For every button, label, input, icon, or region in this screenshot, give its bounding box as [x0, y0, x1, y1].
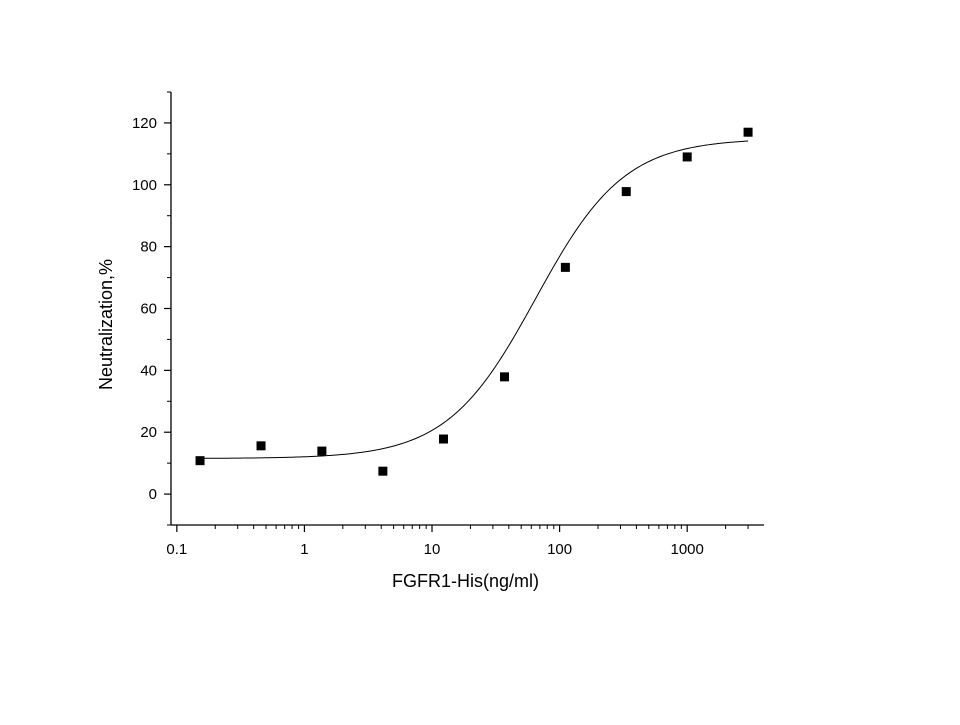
x-tick-label: 0.1: [166, 541, 187, 558]
y-tick-label: 20: [140, 424, 157, 441]
y-axis-title: Neutralization,%: [96, 259, 116, 390]
data-point: [560, 262, 570, 272]
x-tick-label: 1000: [670, 541, 703, 558]
y-tick-label: 40: [140, 362, 157, 379]
ticks: [164, 91, 749, 532]
y-tick-label: 100: [132, 177, 157, 194]
x-axis-title: FGFR1-His(ng/ml): [392, 571, 539, 591]
y-tick-label: 60: [140, 301, 157, 318]
data-point: [621, 187, 631, 197]
x-tick-label: 10: [424, 541, 441, 558]
axes: [170, 92, 764, 526]
x-tick-label: 100: [547, 541, 572, 558]
tick-labels: 0 20 40 60 80 100 120 0.1 1 10 100 1000: [132, 115, 704, 558]
data-point: [438, 434, 448, 444]
x-tick-label: 1: [300, 541, 308, 558]
data-points: [195, 127, 753, 476]
data-point: [682, 152, 692, 162]
data-point: [743, 127, 753, 137]
data-point: [317, 446, 327, 456]
fit-curve: [199, 140, 749, 459]
data-point: [195, 456, 205, 466]
y-tick-label: 80: [140, 239, 157, 256]
y-tick-label: 0: [149, 486, 157, 503]
data-point: [378, 466, 388, 476]
y-tick-label: 120: [132, 115, 157, 132]
data-point: [256, 441, 266, 451]
data-point: [500, 372, 510, 382]
